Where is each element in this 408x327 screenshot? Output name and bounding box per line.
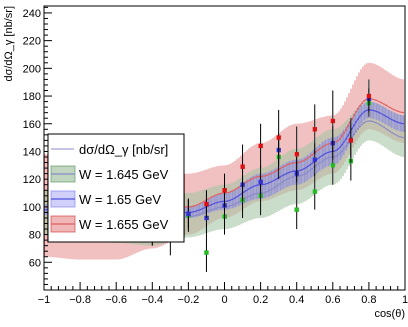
x-tick-label: 0 <box>221 294 227 306</box>
x-tick-label: 0.2 <box>253 294 268 306</box>
data-point <box>312 157 317 162</box>
data-point <box>330 163 335 168</box>
data-point <box>294 152 299 157</box>
x-tick-label: −0.4 <box>141 294 163 306</box>
y-tick-label: 160 <box>23 119 41 131</box>
legend-label: W = 1.655 GeV <box>79 217 169 232</box>
y-tick-label: 200 <box>23 63 41 75</box>
legend-entry: W = 1.655 GeV <box>50 215 169 233</box>
y-axis-label: dσ/dΩ_γ [nb/sr] <box>3 6 15 82</box>
data-point <box>258 143 263 149</box>
data-point <box>294 207 299 212</box>
data-point <box>312 127 317 132</box>
x-tick-label: 0.4 <box>289 294 304 306</box>
data-point <box>240 164 245 169</box>
legend-entry: W = 1.65 GeV <box>50 190 161 208</box>
x-axis-label: cos(θ) <box>374 308 405 320</box>
data-point <box>186 211 191 217</box>
legend-label: W = 1.645 GeV <box>79 167 169 182</box>
x-tick-label: 1 <box>402 294 408 306</box>
data-point <box>204 250 209 255</box>
y-tick-label: 100 <box>23 202 41 214</box>
x-tick-label: −0.8 <box>69 294 91 306</box>
legend-title: dσ/dΩ_γ [nb/sr] <box>79 142 168 157</box>
data-point <box>366 93 372 99</box>
data-point <box>222 188 227 193</box>
legend-title-row: dσ/dΩ_γ [nb/sr] <box>51 142 168 157</box>
y-tick-label: 60 <box>29 257 41 269</box>
data-point <box>348 138 354 143</box>
y-tick-label: 240 <box>23 8 41 20</box>
x-tick-label: 0.8 <box>361 294 376 306</box>
y-tick-label: 180 <box>23 91 41 103</box>
points-1.655 <box>204 79 372 218</box>
y-tick-label: 80 <box>29 230 41 242</box>
y-tick-label: 120 <box>23 174 41 186</box>
data-point <box>204 201 209 207</box>
x-tick-label: −0.2 <box>178 294 200 306</box>
legend-entry: W = 1.645 GeV <box>50 165 169 183</box>
x-tick-label: −0.6 <box>105 294 127 306</box>
axes: −1 −0.8 −0.6 −0.4 −0.2 0 0.2 0.4 0.6 0.8 160801001… <box>23 6 408 306</box>
legend-label: W = 1.65 GeV <box>79 192 161 207</box>
data-point <box>330 118 335 124</box>
x-tick-label: −1 <box>38 294 51 306</box>
data-point <box>276 135 281 140</box>
data-point <box>258 179 263 185</box>
y-tick-label: 140 <box>23 146 41 158</box>
legend: dσ/dΩ_γ [nb/sr] W = 1.645 GeV W = 1.65 Ge… <box>47 133 185 243</box>
y-tick-label: 220 <box>23 36 41 48</box>
legend-entries: W = 1.645 GeV W = 1.65 GeV W = 1.655 GeV <box>50 165 169 233</box>
data-point <box>312 189 317 194</box>
x-tick-label: 0.6 <box>325 294 340 306</box>
